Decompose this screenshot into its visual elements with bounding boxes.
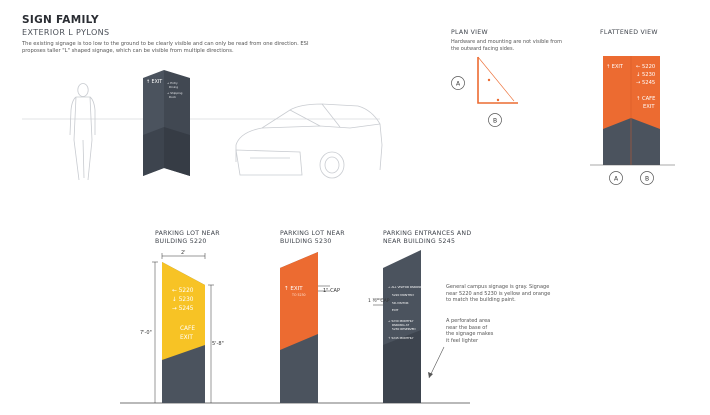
pylon-5245-line: 5D-VISITOR xyxy=(392,301,409,305)
pylon-5245: 1 ½" CAP → ALL VISITOR PARKING 5220 MONT… xyxy=(368,250,445,403)
flat-right-line: ← 5220 xyxy=(636,64,655,70)
pylon-5220-line: CAFE xyxy=(180,326,195,332)
svg-text:A: A xyxy=(614,175,619,182)
svg-text:B: B xyxy=(645,175,649,182)
plan-view-diagram: A B xyxy=(451,56,518,127)
pylon-5245-line: PARKING AT xyxy=(392,323,409,327)
marker-b xyxy=(640,171,654,185)
intro-description: The existing signage is too low to the g… xyxy=(22,41,309,55)
flattened-view-title: FLATTENED VIEW xyxy=(600,29,658,36)
flat-right-line: ↓ 5230 xyxy=(636,72,655,78)
dim-total-height: 7'-0" xyxy=(140,330,152,336)
pylon-5230-exit: ↑ EXIT xyxy=(284,285,303,292)
cap-label-5230: 1" CAP xyxy=(323,288,340,294)
pylon-5220-line: ↓ 5230 xyxy=(172,296,194,303)
pylon-5220: ← 5220 ↓ 5230 → 5245 CAFE EXIT 2' 7'-0" … xyxy=(140,250,224,403)
svg-text:A: A xyxy=(456,80,461,87)
pylon-5220-line: EXIT xyxy=(180,335,193,341)
flat-right-line: → 5245 xyxy=(636,80,655,86)
pylon-5220-line: ← 5220 xyxy=(172,288,194,294)
pylon-5245-line: → 5230 MONTHLY xyxy=(388,319,414,323)
flattened-sign: ↑ EXIT ← 5220 ↓ 5230 → 5245 ↑ CAFE EXIT … xyxy=(590,56,675,185)
hero-side-line: Dock xyxy=(169,95,176,99)
flat-left-text: ↑ EXIT xyxy=(606,64,624,70)
plan-view-caption: Hardware and mounting are not visible fr… xyxy=(451,39,562,52)
hero-pylon: ↑ EXIT → Entry Dining → Shipping Dock xyxy=(143,70,190,176)
hero-side-line: → Entry xyxy=(167,81,178,85)
perforation-arrow xyxy=(428,346,445,379)
hero-pylon-exit: ↑ EXIT xyxy=(146,79,162,85)
marker-b xyxy=(488,113,502,127)
pylon-5220-line: → 5245 xyxy=(172,306,194,312)
plan-view-title: PLAN VIEW xyxy=(451,29,488,36)
pylon-5245-line: → ALL VISITOR PARKING xyxy=(388,285,423,289)
variant-heading-5220: PARKING LOT NEAR BUILDING 5220 xyxy=(155,230,220,246)
flat-right-line: EXIT xyxy=(643,104,655,110)
flat-right-line: ↑ CAFE xyxy=(636,96,655,102)
hero-side-line: Dining xyxy=(169,85,178,89)
cap-label-5245: 1 ½" CAP xyxy=(368,297,390,304)
pylon-5230-sub: TO 5230 xyxy=(291,293,306,297)
marker-a xyxy=(451,76,465,90)
variant-heading-5245: PARKING ENTRANCES AND NEAR BUILDING 5245 xyxy=(383,230,472,246)
pylon-5230: ↑ EXIT TO 5230 1" CAP xyxy=(280,252,340,403)
dim-top-width: 2' xyxy=(181,250,186,256)
color-note: General campus signage is gray. Signage … xyxy=(446,284,551,303)
page-title: SIGN FAMILY xyxy=(22,14,99,26)
pylon-5245-line: EXIT xyxy=(392,308,399,312)
dim-panel-height: 5'-8" xyxy=(212,341,224,347)
marker-a xyxy=(609,171,623,185)
page-subtitle: EXTERIOR L PYLONS xyxy=(22,28,110,37)
perforation-note: A perforated area near the base of the s… xyxy=(446,318,494,344)
hero-side-line: → Shipping xyxy=(167,91,183,95)
person-silhouette xyxy=(69,83,96,181)
pylon-5245-line: 5220 MONTHLY xyxy=(392,293,414,297)
pylon-5245-line: ↑ 5245 MONTHLY xyxy=(388,336,414,340)
car-line-drawing xyxy=(235,103,383,179)
variant-heading-5230: PARKING LOT NEAR BUILDING 5230 xyxy=(280,230,345,246)
pylon-5245-line: 5230 RESERVED xyxy=(392,327,416,331)
svg-text:B: B xyxy=(493,117,497,124)
